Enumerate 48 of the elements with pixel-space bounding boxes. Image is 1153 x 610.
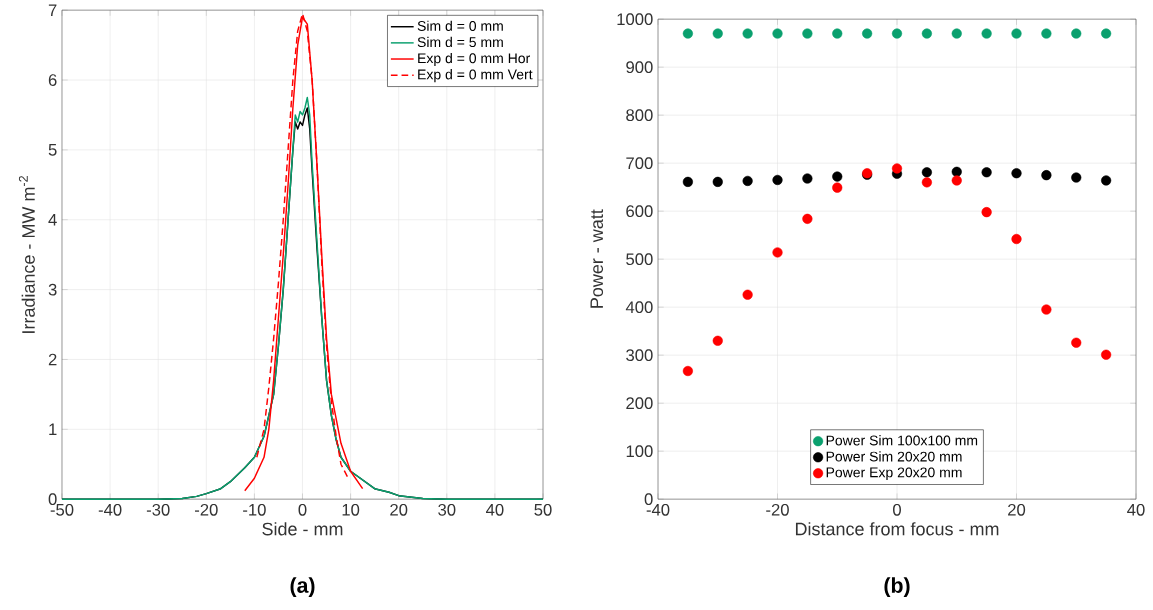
x-axis-title: Side - mm xyxy=(262,522,343,536)
legend-label: Sim d = 0 mm xyxy=(417,20,503,31)
y-axis-title: Power - watt xyxy=(590,209,604,308)
y-tick-label: 4 xyxy=(48,213,57,226)
y-tick-label: 7 xyxy=(48,4,57,16)
y-tick-label: 600 xyxy=(626,205,653,217)
x-tick-label: 10 xyxy=(342,503,360,516)
y-tick-label: 900 xyxy=(626,61,653,73)
y-tick-label: 2 xyxy=(48,353,57,366)
y-tick-label: 1 xyxy=(49,423,57,435)
x-tick-label: 50 xyxy=(534,503,552,516)
x-tick-label: -50 xyxy=(50,503,74,516)
legend-label: Exp d = 0 mm Hor xyxy=(418,52,531,66)
x-tick-label: 40 xyxy=(486,503,504,516)
y-tick-label: 400 xyxy=(625,301,653,313)
y-tick-label: 200 xyxy=(626,397,653,409)
text: (a) xyxy=(290,577,315,598)
x-tick-label: 30 xyxy=(438,503,456,516)
legend-label: Power Exp 20x20 mm xyxy=(826,467,962,480)
text: (b) xyxy=(884,577,910,598)
x-tick-label: 0 xyxy=(298,503,307,516)
y-tick-label: 700 xyxy=(626,157,653,169)
legend-label: Power Sim 100x100 mm xyxy=(826,435,978,446)
x-tick-label: -20 xyxy=(766,503,789,516)
x-axis-title: Distance from focus - mm xyxy=(795,522,999,536)
y-tick-label: 100 xyxy=(626,445,653,457)
y-tick-label: 800 xyxy=(626,109,653,121)
y-tick-label: 0 xyxy=(48,493,57,505)
y-tick-label: 5 xyxy=(48,144,57,156)
y-tick-label: 6 xyxy=(48,74,57,86)
y-axis-title: Irradiance - MW m$^{-2}$ xyxy=(18,175,35,333)
x-tick-label: -30 xyxy=(146,503,170,516)
y-tick-label: 3 xyxy=(48,283,57,296)
y-tick-label: 500 xyxy=(626,253,653,265)
x-tick-label: 40 xyxy=(1127,503,1145,516)
legend-label: Power Sim 20x20 mm xyxy=(826,451,962,462)
y-tick-label: 1000 xyxy=(617,13,653,25)
x-tick-label: -40 xyxy=(646,503,670,516)
x-tick-label: -10 xyxy=(243,503,266,516)
y-tick-label: 0 xyxy=(644,493,653,505)
y-tick-label: 300 xyxy=(626,349,653,361)
legend-label: Exp d = 0 mm Vert xyxy=(418,69,533,83)
x-tick-label: 20 xyxy=(390,503,408,516)
x-tick-label: 20 xyxy=(1008,503,1026,516)
x-tick-label: 0 xyxy=(893,503,901,516)
x-tick-label: -40 xyxy=(98,503,122,516)
legend-label: Sim d = 5 mm xyxy=(417,36,503,48)
x-tick-label: -20 xyxy=(194,503,218,516)
